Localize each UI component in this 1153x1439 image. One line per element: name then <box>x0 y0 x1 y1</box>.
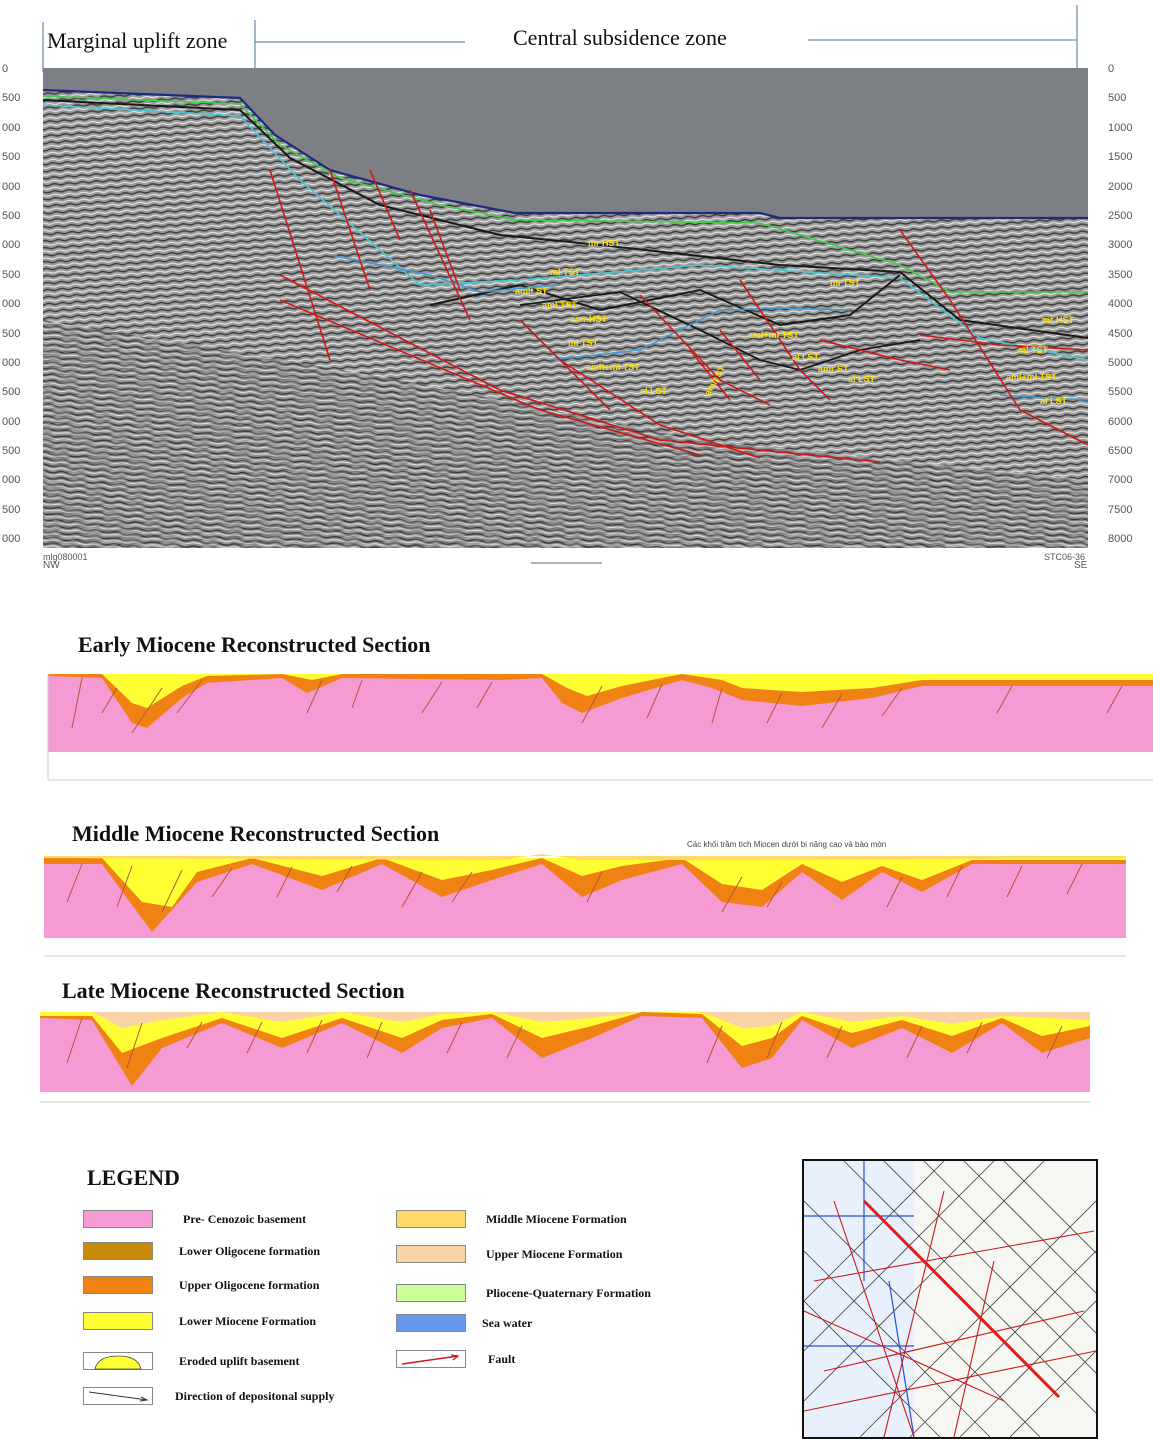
horizon-label: ml TST <box>1018 345 1049 355</box>
seismic-faults <box>269 169 1089 463</box>
horizon-label: al LST <box>848 374 876 384</box>
se-label: SE <box>1074 560 1088 571</box>
legend-item-eroded-uplift: Eroded uplift basement <box>83 1352 299 1370</box>
horizon-label: mr HST <box>588 238 621 248</box>
legend-label: Sea water <box>482 1315 533 1330</box>
right-line-id: STC06-36 <box>1044 552 1085 562</box>
left-depth-axis: 0 500 000 500 000 500 000 500 000 500 00… <box>2 63 21 546</box>
eroded-uplift-swatch <box>83 1352 153 1370</box>
horizon-label: ml TST <box>550 267 581 277</box>
legend-item-pliocene-quaternary: Pliocene-Quaternary Formation <box>396 1284 651 1302</box>
legend-swatch <box>83 1312 153 1330</box>
early-miocene-section <box>47 674 1153 781</box>
legend-swatch <box>396 1210 466 1228</box>
late-miocene-title: Late Miocene Reconstructed Section <box>62 978 405 1003</box>
legend-label: Eroded uplift basement <box>179 1353 300 1368</box>
legend-title: LEGEND <box>87 1165 180 1190</box>
seismic-section-panel: 0 500 000 500 000 500 000 500 000 500 00… <box>0 60 1153 580</box>
legend-item-basement: Pre- Cenozoic basement <box>83 1210 306 1228</box>
left-line-id: mlg080001 <box>43 552 88 562</box>
legend-item-lower-miocene: Lower Miocene Formation <box>83 1312 316 1330</box>
horizon-label: ml TST <box>568 338 599 348</box>
middle-miocene-section <box>44 854 1126 957</box>
horizon-label: amlt+ml TST <box>586 362 640 372</box>
middle-miocene-note: Các khối trầm tích Miocen dưới bị nâng c… <box>687 840 887 849</box>
direction-arrow-icon <box>83 1387 153 1405</box>
legend-label: Upper Miocene Formation <box>486 1246 623 1261</box>
section-line <box>862 1199 1061 1399</box>
horizon-label: ml TST <box>830 278 861 288</box>
location-map-svg <box>804 1161 1096 1437</box>
legend-swatch <box>83 1242 153 1260</box>
legend-item-sea-water: Sea water <box>396 1314 532 1332</box>
legend-label: Pre- Cenozoic basement <box>183 1211 307 1226</box>
horizon-label: al LST <box>1040 396 1068 406</box>
location-map <box>802 1159 1098 1439</box>
legend-label: Lower Oligocene formation <box>179 1243 321 1258</box>
horizon-label: aml+ml TST <box>1006 372 1057 382</box>
legend-swatch <box>396 1314 466 1332</box>
legend-label: Middle Miocene Formation <box>486 1211 627 1226</box>
legend-item-upper-oligocene: Upper Oligocene formation <box>83 1276 319 1294</box>
legend-label: Fault <box>488 1351 516 1366</box>
horizon-label: al LST <box>792 352 820 362</box>
zone-boundary-lines <box>42 5 1078 80</box>
horizon-label: amr HST <box>570 314 608 324</box>
legend-item-lower-oligocene: Lower Oligocene formation <box>83 1242 320 1260</box>
fault-line-icon <box>396 1350 466 1368</box>
legend-swatch <box>83 1210 153 1228</box>
horizon-label: aml+ml TST <box>748 330 799 340</box>
legend-label: Upper Oligocene formation <box>179 1277 320 1292</box>
middle-miocene-title: Middle Miocene Reconstructed Section <box>72 821 440 846</box>
horizon-label: aml TST <box>542 300 578 310</box>
horizon-label: amlt ST <box>702 364 727 398</box>
legend-item-direction: Direction of depositonal supply <box>83 1387 334 1405</box>
legend-swatch <box>396 1284 466 1302</box>
legend-item-upper-miocene: Upper Miocene Formation <box>396 1245 622 1263</box>
nw-label: NW <box>43 560 60 571</box>
legend-item-middle-miocene: Middle Miocene Formation <box>396 1210 627 1228</box>
horizon-label: amr ST <box>818 364 849 374</box>
marginal-uplift-zone-label: Marginal uplift zone <box>47 28 228 53</box>
legend-label: Pliocene-Quaternary Formation <box>486 1285 651 1300</box>
legend-swatch <box>83 1276 153 1294</box>
horizon-labels: mr HST ml TST amlt ST aml TST amr HST ml… <box>43 238 1088 571</box>
early-miocene-title: Early Miocene Reconstructed Section <box>78 632 431 657</box>
right-depth-axis: 0 500 1000 1500 2000 2500 3000 3500 4000… <box>1108 63 1133 546</box>
seismic-section-svg <box>42 68 1089 548</box>
legend-item-fault: Fault <box>396 1350 515 1368</box>
legend-label: Lower Miocene Formation <box>179 1313 317 1328</box>
horizon-label: amlt ST <box>515 286 548 296</box>
legend-label: Direction of depositonal supply <box>175 1388 335 1403</box>
horizon-label: al LST <box>640 386 668 396</box>
late-miocene-section <box>40 1012 1090 1103</box>
legend-swatch <box>396 1245 466 1263</box>
central-subsidence-zone-label: Central subsidence zone <box>513 25 727 50</box>
horizon-label: mr HST <box>1042 315 1075 325</box>
